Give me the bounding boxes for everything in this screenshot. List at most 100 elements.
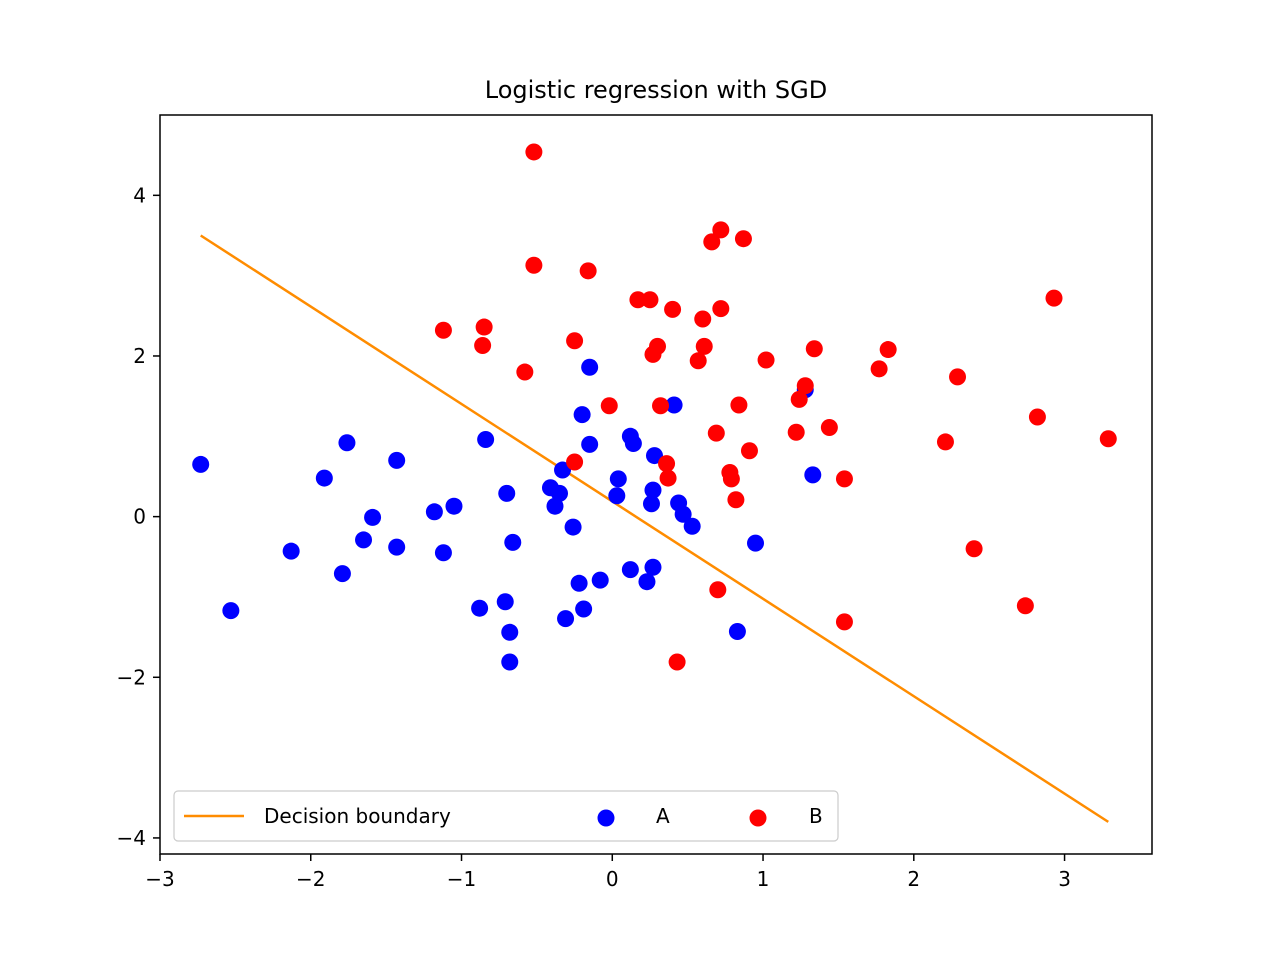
point-b-7 xyxy=(566,453,584,471)
point-b-1 xyxy=(525,256,543,274)
point-a-12 xyxy=(445,497,463,515)
point-a-36 xyxy=(624,435,642,453)
legend-box xyxy=(173,790,839,842)
y-tick-label: −2 xyxy=(117,665,146,689)
point-a-28 xyxy=(575,600,593,618)
decision-boundary-line xyxy=(200,234,1109,823)
point-a-40 xyxy=(644,558,662,576)
y-tick-label: 0 xyxy=(133,505,146,529)
point-b-38 xyxy=(820,418,838,436)
point-b-46 xyxy=(1016,597,1034,615)
point-b-43 xyxy=(936,433,954,451)
point-a-31 xyxy=(591,571,609,589)
point-a-33 xyxy=(609,470,627,488)
point-b-21 xyxy=(689,352,707,370)
point-a-2 xyxy=(282,542,300,560)
point-a-16 xyxy=(496,593,514,611)
point-a-26 xyxy=(570,574,588,592)
point-a-27 xyxy=(573,406,591,424)
point-b-8 xyxy=(579,262,597,280)
point-b-14 xyxy=(652,397,670,415)
point-a-32 xyxy=(608,487,626,505)
y-tick-label: 4 xyxy=(133,183,146,207)
point-b-23 xyxy=(707,424,725,442)
point-b-22 xyxy=(703,233,721,251)
point-b-31 xyxy=(734,230,752,248)
point-a-13 xyxy=(471,599,489,617)
x-tick-label: 1 xyxy=(757,867,770,891)
point-b-30 xyxy=(730,396,748,414)
point-b-49 xyxy=(1099,430,1117,448)
point-b-19 xyxy=(694,310,712,328)
point-a-14 xyxy=(477,431,495,449)
point-b-45 xyxy=(965,540,983,558)
x-tick-label: −3 xyxy=(145,867,174,891)
point-b-5 xyxy=(434,321,452,339)
point-a-47 xyxy=(747,534,765,552)
point-a-6 xyxy=(355,531,373,549)
point-a-39 xyxy=(644,481,662,499)
point-a-45 xyxy=(683,517,701,535)
axes: −3 −2 −1 0 1 2 3 −4 −2 0 2 4 xyxy=(117,114,1153,891)
point-a-11 xyxy=(434,544,452,562)
point-a-44 xyxy=(674,505,692,523)
point-b-20 xyxy=(695,337,713,355)
point-a-23 xyxy=(554,461,572,479)
point-a-37 xyxy=(638,573,656,591)
point-a-46 xyxy=(728,622,746,640)
point-a-22 xyxy=(551,484,569,502)
point-a-42 xyxy=(665,396,683,414)
point-b-2 xyxy=(516,363,534,381)
legend-label-a: A xyxy=(656,804,670,828)
x-tick-label: 3 xyxy=(1058,867,1071,891)
point-a-7 xyxy=(364,508,382,526)
chart-title: Logistic regression with SGD xyxy=(485,76,827,104)
point-a-3 xyxy=(315,469,333,487)
point-b-18 xyxy=(668,653,686,671)
y-tick-label: 2 xyxy=(133,344,146,368)
point-b-15 xyxy=(658,455,676,473)
point-a-30 xyxy=(581,435,599,453)
point-a-18 xyxy=(501,653,519,671)
point-b-0 xyxy=(525,143,543,161)
point-a-35 xyxy=(621,561,639,579)
point-b-10 xyxy=(629,291,647,309)
point-a-21 xyxy=(546,497,564,515)
point-b-9 xyxy=(600,397,618,415)
point-b-24 xyxy=(709,581,727,599)
point-b-29 xyxy=(727,491,745,509)
point-b-4 xyxy=(474,337,492,355)
point-b-35 xyxy=(790,390,808,408)
legend-label-boundary: Decision boundary xyxy=(264,804,451,828)
point-a-0 xyxy=(192,455,210,473)
point-b-37 xyxy=(805,340,823,358)
point-b-41 xyxy=(870,360,888,378)
point-a-9 xyxy=(388,538,406,556)
point-b-28 xyxy=(722,470,740,488)
point-b-32 xyxy=(740,442,758,460)
point-a-29 xyxy=(581,358,599,376)
point-a-49 xyxy=(804,466,822,484)
point-b-44 xyxy=(949,368,967,386)
point-a-15 xyxy=(498,484,516,502)
point-a-25 xyxy=(564,518,582,536)
y-tick-label: −4 xyxy=(117,826,146,850)
point-b-39 xyxy=(835,470,853,488)
point-a-19 xyxy=(504,533,522,551)
legend-marker-a xyxy=(597,809,615,827)
point-b-3 xyxy=(475,318,493,336)
point-a-1 xyxy=(222,602,240,620)
x-tick-label: 0 xyxy=(606,867,619,891)
point-b-40 xyxy=(835,613,853,631)
legend-label-b: B xyxy=(809,804,823,828)
point-b-42 xyxy=(879,341,897,359)
point-a-24 xyxy=(557,610,575,628)
point-b-47 xyxy=(1028,408,1046,426)
point-a-10 xyxy=(425,503,443,521)
legend-marker-b xyxy=(749,809,767,827)
x-tick-label: 2 xyxy=(907,867,920,891)
point-b-13 xyxy=(649,337,667,355)
legend: Decision boundary A B xyxy=(173,790,839,842)
point-b-16 xyxy=(659,469,677,487)
